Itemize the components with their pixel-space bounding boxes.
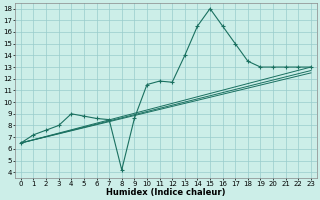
X-axis label: Humidex (Indice chaleur): Humidex (Indice chaleur) bbox=[106, 188, 226, 197]
